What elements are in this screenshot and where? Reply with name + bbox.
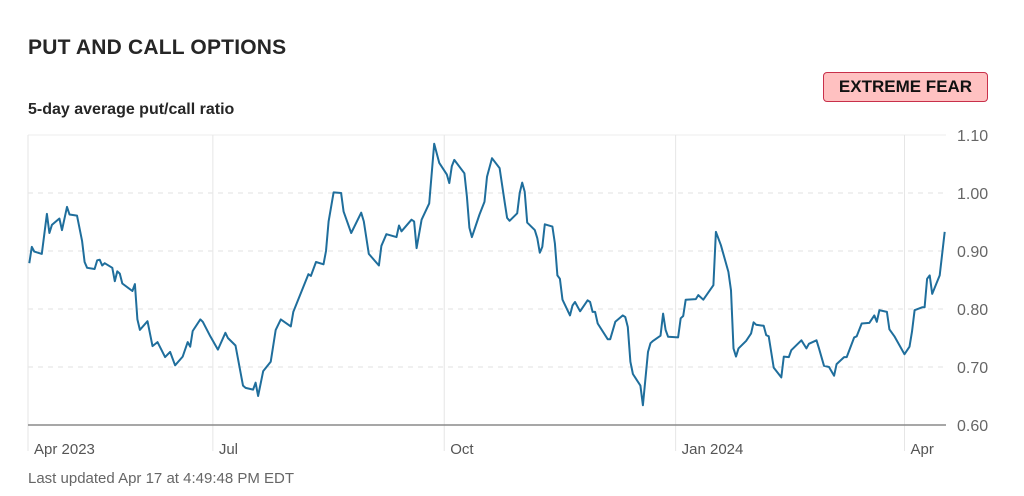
sentiment-rating-badge: EXTREME FEAR [823,72,988,102]
x-tick-label: Oct [450,441,474,458]
x-tick-label: Apr [911,441,934,458]
x-axis: Apr 2023 Jul Oct Jan 2024 Apr [34,441,934,458]
y-tick-label: 0.70 [957,360,988,377]
put-call-ratio-line [28,142,946,407]
series-layer [28,142,946,407]
y-tick-label: 1.10 [957,128,988,145]
y-tick-label: 0.60 [957,418,988,435]
y-tick-label: 0.80 [957,302,988,319]
x-tick-label: Jul [219,441,238,458]
last-updated-text: Last updated Apr 17 at 4:49:48 PM EDT [28,470,295,487]
x-tick-label: Apr 2023 [34,441,95,458]
y-axis: 0.60 0.70 0.80 0.90 1.00 1.10 [957,128,988,435]
y-tick-label: 0.90 [957,244,988,261]
section-title: PUT AND CALL OPTIONS [28,36,287,59]
chart-subtitle: 5-day average put/call ratio [28,101,235,118]
y-tick-label: 1.00 [957,186,988,203]
x-tick-label: Jan 2024 [682,441,744,458]
chart-grid [27,134,946,451]
